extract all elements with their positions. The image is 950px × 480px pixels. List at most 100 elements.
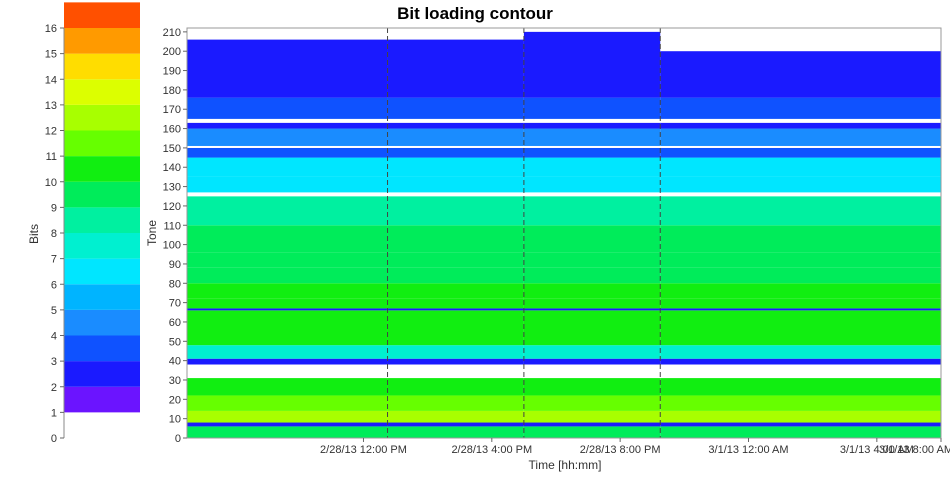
y-tick-label: 0 <box>175 433 181 445</box>
colorbar-tick-label: 0 <box>51 433 57 445</box>
heat-cell <box>523 345 661 359</box>
heat-cell <box>523 31 661 98</box>
x-axis: 2/28/13 12:00 PM 2/28/13 4:00 PM 2/28/13 8… <box>320 438 950 456</box>
heat-cell <box>187 422 388 427</box>
colorbar-tick-label: 8 <box>51 228 57 240</box>
heat-cell <box>187 252 388 268</box>
heat-cell <box>187 118 388 123</box>
heat-cell <box>387 196 524 226</box>
heat-cell <box>187 283 388 299</box>
y-tick-label: 200 <box>163 46 181 58</box>
heat-cell <box>660 310 941 346</box>
heat-cell <box>387 310 524 346</box>
y-tick-label: 20 <box>169 394 181 406</box>
colorbar-swatch <box>64 233 140 259</box>
colorbar-swatch <box>64 130 140 157</box>
heat-cell <box>523 157 661 177</box>
heat-cell <box>187 176 388 193</box>
heat-cell <box>660 410 941 423</box>
heat-cell <box>387 122 524 129</box>
colorbar-swatch <box>64 181 140 208</box>
y-tick-label: 190 <box>163 66 181 78</box>
heat-cell <box>523 267 661 284</box>
y-tick-label: 150 <box>163 143 181 155</box>
x-tick-label: 3/1/13 4:00 AM <box>840 444 914 456</box>
heat-cell <box>387 157 524 177</box>
heat-cell <box>187 364 388 379</box>
heat-cell <box>660 378 941 396</box>
colorbar-tick-label: 12 <box>45 126 57 138</box>
heat-cell <box>660 298 941 309</box>
y-tick-label: 50 <box>169 336 181 348</box>
heat-cell <box>660 97 941 119</box>
y-axis: 0 10 20 30 40 50 60 70 80 90 100 110 120 130 140 150 160… <box>163 27 187 445</box>
heat-cell <box>523 422 661 427</box>
y-tick-label: 10 <box>169 414 181 426</box>
colorbar-swatch <box>64 207 140 233</box>
heat-cell <box>523 145 661 148</box>
x-tick-label: 2/28/13 8:00 PM <box>580 444 661 456</box>
heat-cell <box>660 283 941 299</box>
heat-cell <box>187 196 388 226</box>
heat-cell <box>187 298 388 309</box>
colorbar-swatch <box>64 335 140 362</box>
y-tick-label: 120 <box>163 201 181 213</box>
heat-cell <box>660 196 941 226</box>
heat-cell <box>523 378 661 396</box>
y-tick-label: 90 <box>169 259 181 271</box>
colorbar-tick-label: 10 <box>45 177 57 189</box>
heat-cell <box>387 128 524 146</box>
heat-cell <box>660 147 941 158</box>
colorbar-swatch <box>64 156 140 182</box>
heat-cell <box>660 51 941 98</box>
colorbar-tick-label: 7 <box>51 254 57 266</box>
heat-cell <box>523 196 661 226</box>
heat-cell <box>523 118 661 123</box>
colorbar-swatch <box>64 104 140 131</box>
heat-cell <box>387 267 524 284</box>
heat-cell <box>387 39 524 98</box>
colorbar-swatch <box>64 28 140 54</box>
colorbar-tick-label: 5 <box>51 305 57 317</box>
heat-cell <box>523 308 661 311</box>
y-tick-label: 30 <box>169 375 181 387</box>
heat-cell <box>523 176 661 193</box>
heat-cell <box>187 128 388 146</box>
heat-cell <box>387 308 524 311</box>
chart-title: Bit loading contour <box>397 4 553 23</box>
heat-cell <box>187 147 388 158</box>
colorbar-tick-label: 15 <box>45 49 57 61</box>
heat-cell <box>387 422 524 427</box>
y-tick-label: 210 <box>163 27 181 39</box>
y-tick-label: 70 <box>169 298 181 310</box>
x-tick-label: 3/1/13 12:00 AM <box>708 444 788 456</box>
heat-cell <box>187 39 388 98</box>
heat-cell <box>660 252 941 268</box>
y-tick-label: 40 <box>169 356 181 368</box>
y-tick-label: 100 <box>163 240 181 252</box>
heat-cell <box>387 118 524 123</box>
heat-cell <box>660 118 941 123</box>
heat-cell <box>660 267 941 284</box>
colorbar-tick-label: 3 <box>51 356 57 368</box>
colorbar-tick-label: 16 <box>45 23 57 35</box>
heat-cell <box>187 308 388 311</box>
heat-cell <box>523 426 661 438</box>
heat-cell <box>387 395 524 411</box>
heat-cell <box>187 192 388 197</box>
heat-cell <box>523 358 661 365</box>
colorbar-tick-label: 13 <box>45 100 57 112</box>
heat-cell <box>523 298 661 309</box>
x-tick-label: 2/28/13 12:00 PM <box>320 444 407 456</box>
colorbar-swatch <box>64 53 140 80</box>
x-tick-label: 3/1/13 8:00 AM <box>879 444 950 456</box>
heat-cell <box>187 267 388 284</box>
heat-cell <box>387 97 524 119</box>
heat-cell <box>660 225 941 253</box>
heat-cell <box>660 364 941 379</box>
heat-cell <box>523 147 661 158</box>
x-axis-label: Time [hh:mm] <box>529 458 602 472</box>
y-tick-label: 110 <box>163 220 181 232</box>
heat-cell <box>523 283 661 299</box>
